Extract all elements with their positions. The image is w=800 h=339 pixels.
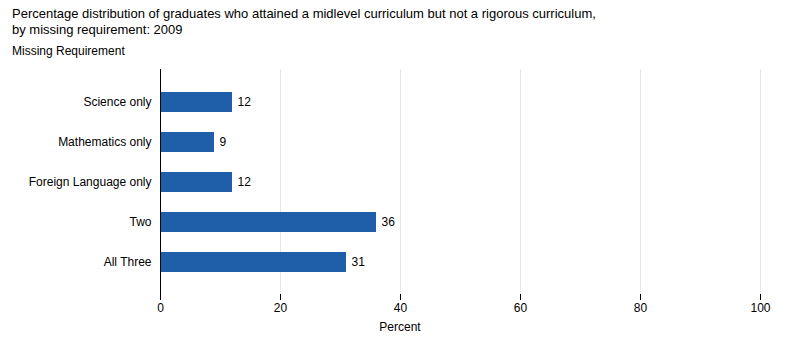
svg-text:9: 9 [220, 135, 227, 149]
svg-text:20: 20 [274, 301, 288, 315]
svg-text:12: 12 [238, 175, 252, 189]
svg-text:Mathematics only: Mathematics only [58, 135, 151, 149]
svg-text:Science only: Science only [83, 95, 151, 109]
svg-text:60: 60 [514, 301, 528, 315]
svg-text:31: 31 [352, 255, 366, 269]
html-text:Percentage distribution of gra: Percentage distribution of graduates who… [12, 6, 596, 21]
svg-text:12: 12 [238, 95, 252, 109]
svg-text:0: 0 [157, 301, 164, 315]
svg-text:All Three: All Three [104, 255, 152, 269]
svg-text:40: 40 [394, 301, 408, 315]
html-text:by missing requirement: 2009: by missing requirement: 2009 [12, 22, 183, 37]
html-text:Percent: Percent [379, 320, 421, 334]
svg-text:Two: Two [129, 215, 151, 229]
svg-text:80: 80 [634, 301, 648, 315]
svg-text:100: 100 [750, 301, 770, 315]
svg-text:36: 36 [382, 215, 396, 229]
html-text:Missing Requirement: Missing Requirement [12, 44, 125, 58]
svg-text:Foreign Language only: Foreign Language only [29, 175, 152, 189]
